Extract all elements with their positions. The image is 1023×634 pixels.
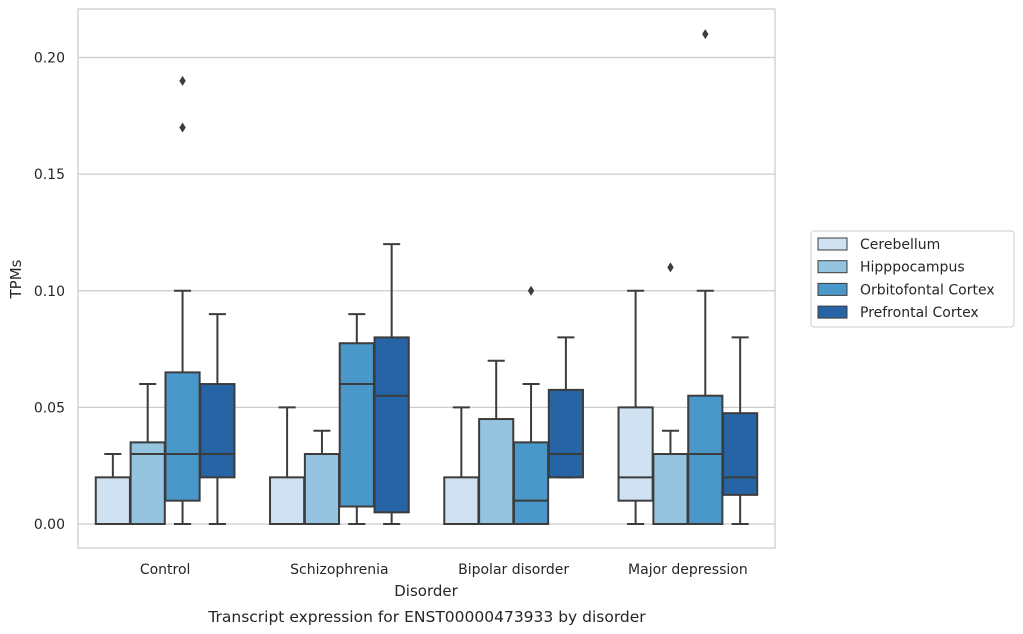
box-body xyxy=(547,388,584,479)
box-item xyxy=(303,429,341,525)
box-body xyxy=(269,476,306,526)
box-series xyxy=(94,29,759,526)
box-item xyxy=(687,29,724,525)
box-body xyxy=(373,336,410,514)
box-item xyxy=(129,383,166,525)
box-item xyxy=(547,336,584,479)
plot-frame xyxy=(77,8,776,549)
box-item xyxy=(443,406,480,526)
legend-frame xyxy=(810,230,1015,328)
box-body xyxy=(478,418,515,526)
legend-label: Hipppocampus xyxy=(860,260,965,276)
outlier-point xyxy=(179,122,186,133)
box-item xyxy=(617,289,654,525)
outlier-point xyxy=(179,75,186,86)
outlier-point xyxy=(702,29,709,40)
y-tick-label: 0.20 xyxy=(34,51,65,67)
figure-caption: Transcript expression for ENST0000047393… xyxy=(207,608,646,626)
legend-label: Cerebellum xyxy=(860,237,940,253)
y-tick-label: 0.15 xyxy=(34,167,65,183)
box-item xyxy=(94,453,131,526)
box-body xyxy=(687,394,724,525)
box-body xyxy=(512,441,550,525)
y-tick-label: 0.00 xyxy=(34,517,65,533)
outlier-point xyxy=(527,285,535,296)
legend-swatch xyxy=(817,237,848,251)
box-item xyxy=(199,313,236,525)
legend-label: Prefrontal Cortex xyxy=(860,305,979,321)
x-tick-label: Schizophrenia xyxy=(290,562,388,578)
y-axis-label: TPMs xyxy=(7,259,25,299)
box-item xyxy=(652,262,689,525)
x-tick-label: Bipolar disorder xyxy=(458,562,569,578)
box-body xyxy=(617,406,654,502)
series-group xyxy=(129,262,689,526)
y-tick-label: 0.05 xyxy=(34,400,65,416)
box-body xyxy=(303,453,341,525)
box-item xyxy=(512,285,550,525)
box-item xyxy=(722,336,759,525)
x-tick-labels: Control Schizophrenia Bipolar disorder Majo… xyxy=(140,562,748,578)
box-body xyxy=(129,441,166,525)
outlier-point xyxy=(667,262,674,273)
box-item xyxy=(373,243,410,525)
box-body xyxy=(443,476,480,526)
box-item xyxy=(478,359,515,526)
box-body xyxy=(652,453,689,525)
box-body xyxy=(722,412,759,496)
legend: Cerebellum Hipppocampus Orbitofontal Corte… xyxy=(810,230,1015,328)
box-body xyxy=(164,371,201,502)
y-tick-labels: 0.00 0.05 0.10 0.15 0.20 xyxy=(34,51,65,534)
x-axis-label: Disorder xyxy=(394,582,458,600)
legend-swatch xyxy=(817,305,848,319)
series-group xyxy=(199,243,759,525)
box-item xyxy=(338,313,375,525)
legend-label: Orbitofontal Cortex xyxy=(860,282,995,298)
box-body xyxy=(199,383,236,479)
x-tick-label: Control xyxy=(140,562,191,578)
legend-swatch xyxy=(817,260,848,274)
legend-swatch xyxy=(817,282,848,296)
box-body xyxy=(94,476,131,526)
x-tick-label: Major depression xyxy=(628,562,748,578)
box-body xyxy=(338,342,375,508)
y-tick-label: 0.10 xyxy=(34,284,65,300)
